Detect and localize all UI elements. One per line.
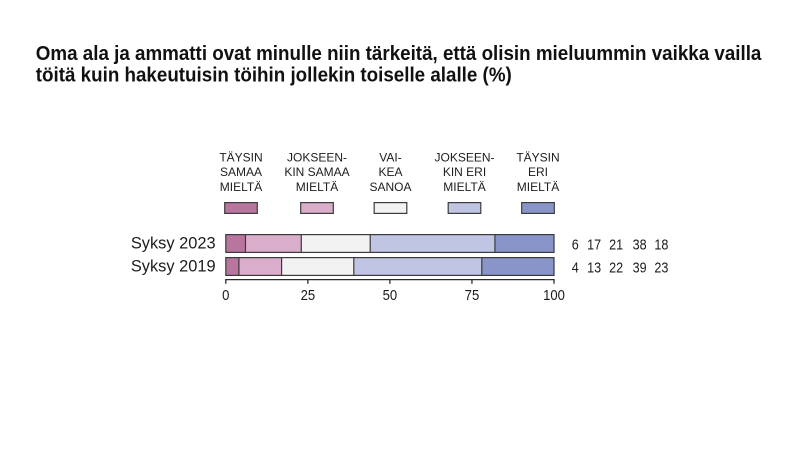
svg-text:SANOA: SANOA (369, 180, 411, 194)
svg-text:Oma ala ja ammatti ovat minull: Oma ala ja ammatti ovat minulle niin tär… (36, 42, 763, 65)
svg-text:TÄYSIN: TÄYSIN (516, 150, 559, 164)
svg-text:KIN ERI: KIN ERI (443, 165, 486, 179)
svg-text:KIN SAMAA: KIN SAMAA (284, 165, 349, 179)
svg-text:18: 18 (654, 237, 668, 253)
svg-text:0: 0 (222, 287, 230, 303)
svg-text:25: 25 (301, 287, 316, 303)
svg-text:50: 50 (383, 287, 398, 303)
svg-text:23: 23 (654, 260, 668, 276)
svg-text:75: 75 (465, 287, 480, 303)
svg-text:MIELTÄ: MIELTÄ (517, 180, 559, 194)
svg-text:Syksy 2019: Syksy 2019 (131, 258, 216, 276)
svg-text:JOKSEEN-: JOKSEEN- (287, 150, 347, 164)
svg-text:4: 4 (572, 260, 579, 276)
svg-text:MIELTÄ: MIELTÄ (220, 180, 262, 194)
svg-text:töitä kuin hakeutuisin töihin: töitä kuin hakeutuisin töihin jollekin t… (36, 64, 512, 87)
svg-text:Syksy 2023: Syksy 2023 (131, 235, 216, 253)
svg-text:ERI: ERI (528, 165, 548, 179)
svg-text:VAI-: VAI- (379, 150, 401, 164)
svg-text:JOKSEEN-: JOKSEEN- (434, 150, 494, 164)
svg-text:21: 21 (609, 237, 623, 253)
svg-text:17: 17 (587, 237, 601, 253)
svg-text:39: 39 (633, 260, 647, 276)
svg-text:KEA: KEA (378, 165, 402, 179)
svg-text:38: 38 (633, 237, 647, 253)
svg-text:MIELTÄ: MIELTÄ (296, 180, 338, 194)
svg-text:SAMAA: SAMAA (220, 165, 262, 179)
svg-text:TÄYSIN: TÄYSIN (219, 150, 262, 164)
svg-text:MIELTÄ: MIELTÄ (443, 180, 485, 194)
svg-text:22: 22 (609, 260, 623, 276)
svg-text:100: 100 (543, 287, 565, 303)
svg-text:13: 13 (587, 260, 601, 276)
svg-text:6: 6 (572, 237, 579, 253)
